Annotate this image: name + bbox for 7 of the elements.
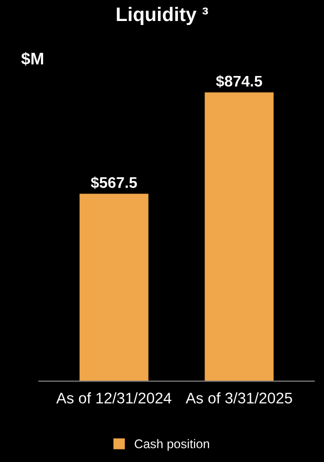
- y-axis-title: $M: [21, 52, 44, 66]
- legend-label: Cash position: [134, 439, 210, 451]
- data-label: $567.5: [90, 176, 137, 189]
- x-tick-label: As of 3/31/2025: [186, 392, 292, 404]
- x-tick-label: As of 12/31/2024: [56, 392, 172, 404]
- data-label: $874.5: [216, 75, 262, 88]
- chart-title: Liquidity ³: [116, 6, 208, 26]
